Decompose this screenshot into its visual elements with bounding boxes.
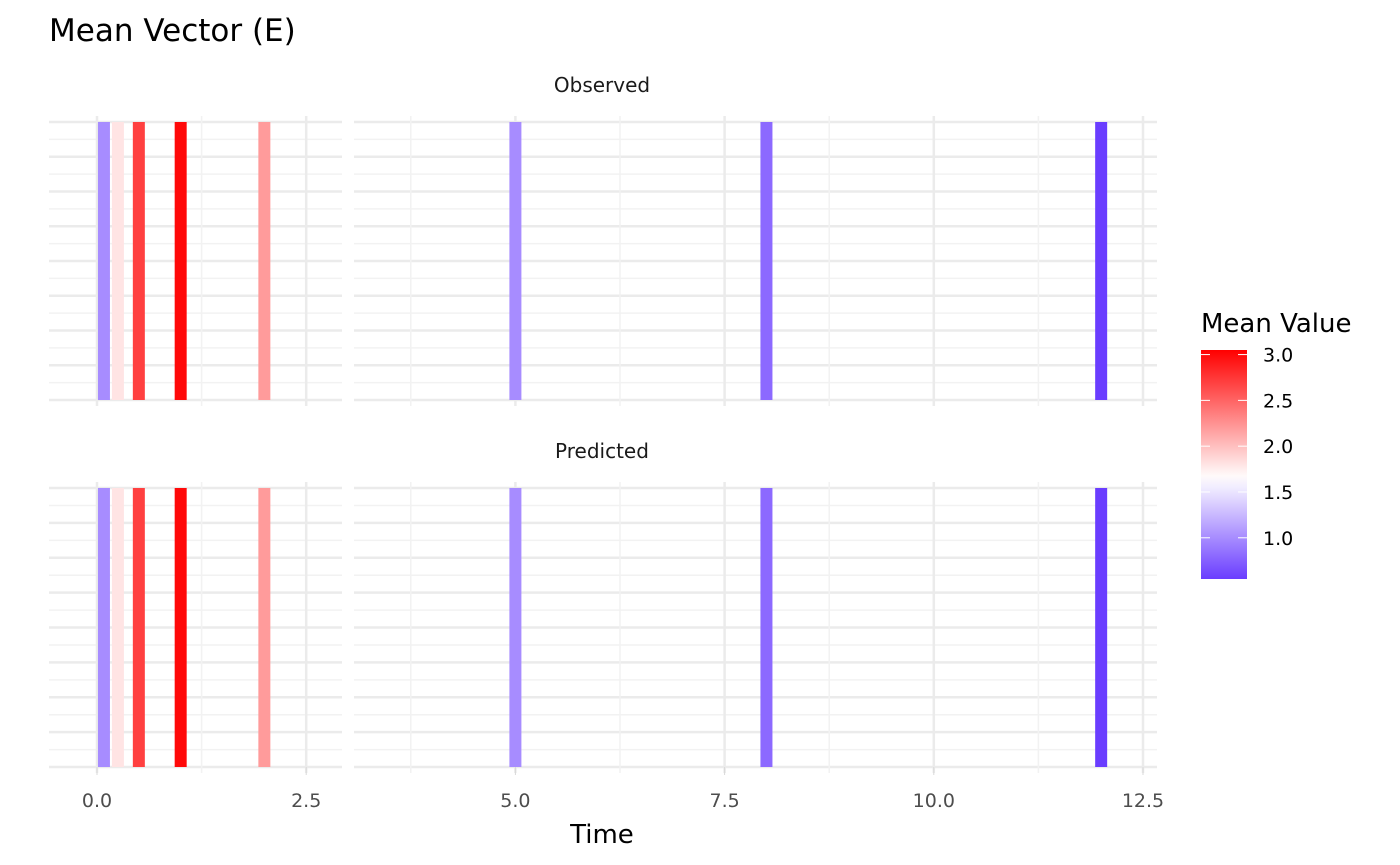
heat-bar xyxy=(97,122,110,400)
x-tick-label: 10.0 xyxy=(913,790,955,812)
heat-bar xyxy=(760,122,773,400)
chart-title: Mean Vector (E) xyxy=(49,13,296,49)
heat-bar xyxy=(111,122,124,400)
facet-strip-label: Observed xyxy=(554,73,650,97)
heat-bar xyxy=(1095,488,1108,767)
legend-tick-label: 3.0 xyxy=(1263,345,1293,367)
legend-tick-label: 2.0 xyxy=(1263,436,1293,458)
heat-bar xyxy=(111,488,124,767)
heat-bar xyxy=(509,122,522,400)
legend-tick-label: 2.5 xyxy=(1263,390,1293,412)
facet-panels: Observed Predicted xyxy=(49,73,1157,775)
x-tick-label: 12.5 xyxy=(1122,790,1164,812)
heat-bar xyxy=(258,122,271,400)
heat-bar xyxy=(1095,122,1108,400)
heat-bar xyxy=(132,122,145,400)
heat-bar xyxy=(97,488,110,767)
legend-title: Mean Value xyxy=(1201,309,1352,339)
panel-gap xyxy=(342,480,354,775)
x-tick-label: 0.0 xyxy=(82,790,112,812)
panel-gap xyxy=(342,114,354,408)
heat-bar xyxy=(509,488,522,767)
heat-bar xyxy=(174,122,187,400)
facet-strip-label: Predicted xyxy=(555,439,649,463)
facet-panel-observed: Observed xyxy=(49,73,1157,408)
legend-color-bar xyxy=(1201,350,1247,579)
facet-panel-predicted: Predicted xyxy=(49,439,1157,775)
x-tick-label: 2.5 xyxy=(291,790,321,812)
color-legend: Mean Value 1.0 1.5 2.0 2.5 3.0 xyxy=(1201,309,1352,579)
legend-tick-label: 1.5 xyxy=(1263,482,1293,504)
x-tick-label: 5.0 xyxy=(500,790,530,812)
heat-bar xyxy=(174,488,187,767)
x-axis-title: Time xyxy=(569,820,634,850)
heat-bar xyxy=(132,488,145,767)
x-tick-label: 7.5 xyxy=(709,790,739,812)
heat-bar xyxy=(760,488,773,767)
legend-tick-label: 1.0 xyxy=(1263,528,1293,550)
heat-bar xyxy=(258,488,271,767)
x-axis: 0.0 2.5 5.0 7.5 10.0 12.5 xyxy=(82,767,1164,812)
